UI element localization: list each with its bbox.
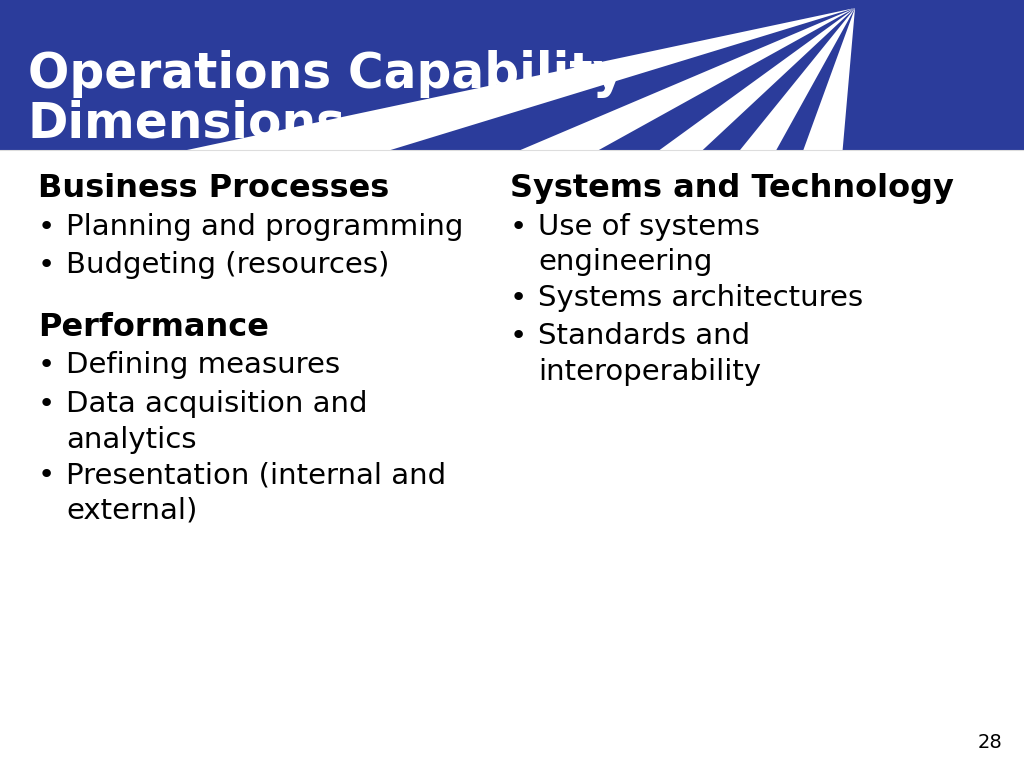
Text: •: • — [38, 251, 55, 280]
Text: Dimensions: Dimensions — [28, 100, 346, 148]
Text: Standards and
interoperability: Standards and interoperability — [538, 323, 761, 386]
Text: •: • — [38, 390, 55, 418]
Text: •: • — [510, 283, 527, 312]
Text: Defining measures: Defining measures — [66, 352, 340, 379]
Text: •: • — [38, 461, 55, 489]
Text: Use of systems
engineering: Use of systems engineering — [538, 213, 760, 276]
Text: •: • — [38, 213, 55, 240]
Text: 28: 28 — [977, 733, 1002, 752]
Polygon shape — [0, 8, 855, 768]
Bar — [0, 0, 1024, 150]
Text: Business Processes: Business Processes — [38, 173, 389, 204]
Text: Systems architectures: Systems architectures — [538, 283, 863, 312]
Text: Planning and programming: Planning and programming — [66, 213, 464, 240]
Text: Systems and Technology: Systems and Technology — [510, 173, 954, 204]
Text: •: • — [38, 352, 55, 379]
Text: Budgeting (resources): Budgeting (resources) — [66, 251, 389, 280]
Polygon shape — [171, 8, 855, 768]
Polygon shape — [0, 8, 855, 593]
Text: •: • — [510, 323, 527, 350]
Polygon shape — [0, 8, 855, 768]
Text: Data acquisition and
analytics: Data acquisition and analytics — [66, 390, 368, 454]
Text: Presentation (internal and
external): Presentation (internal and external) — [66, 461, 446, 525]
Polygon shape — [0, 8, 855, 768]
Text: Operations Capability: Operations Capability — [28, 50, 625, 98]
Text: Performance: Performance — [38, 312, 269, 343]
Text: •: • — [510, 213, 527, 240]
